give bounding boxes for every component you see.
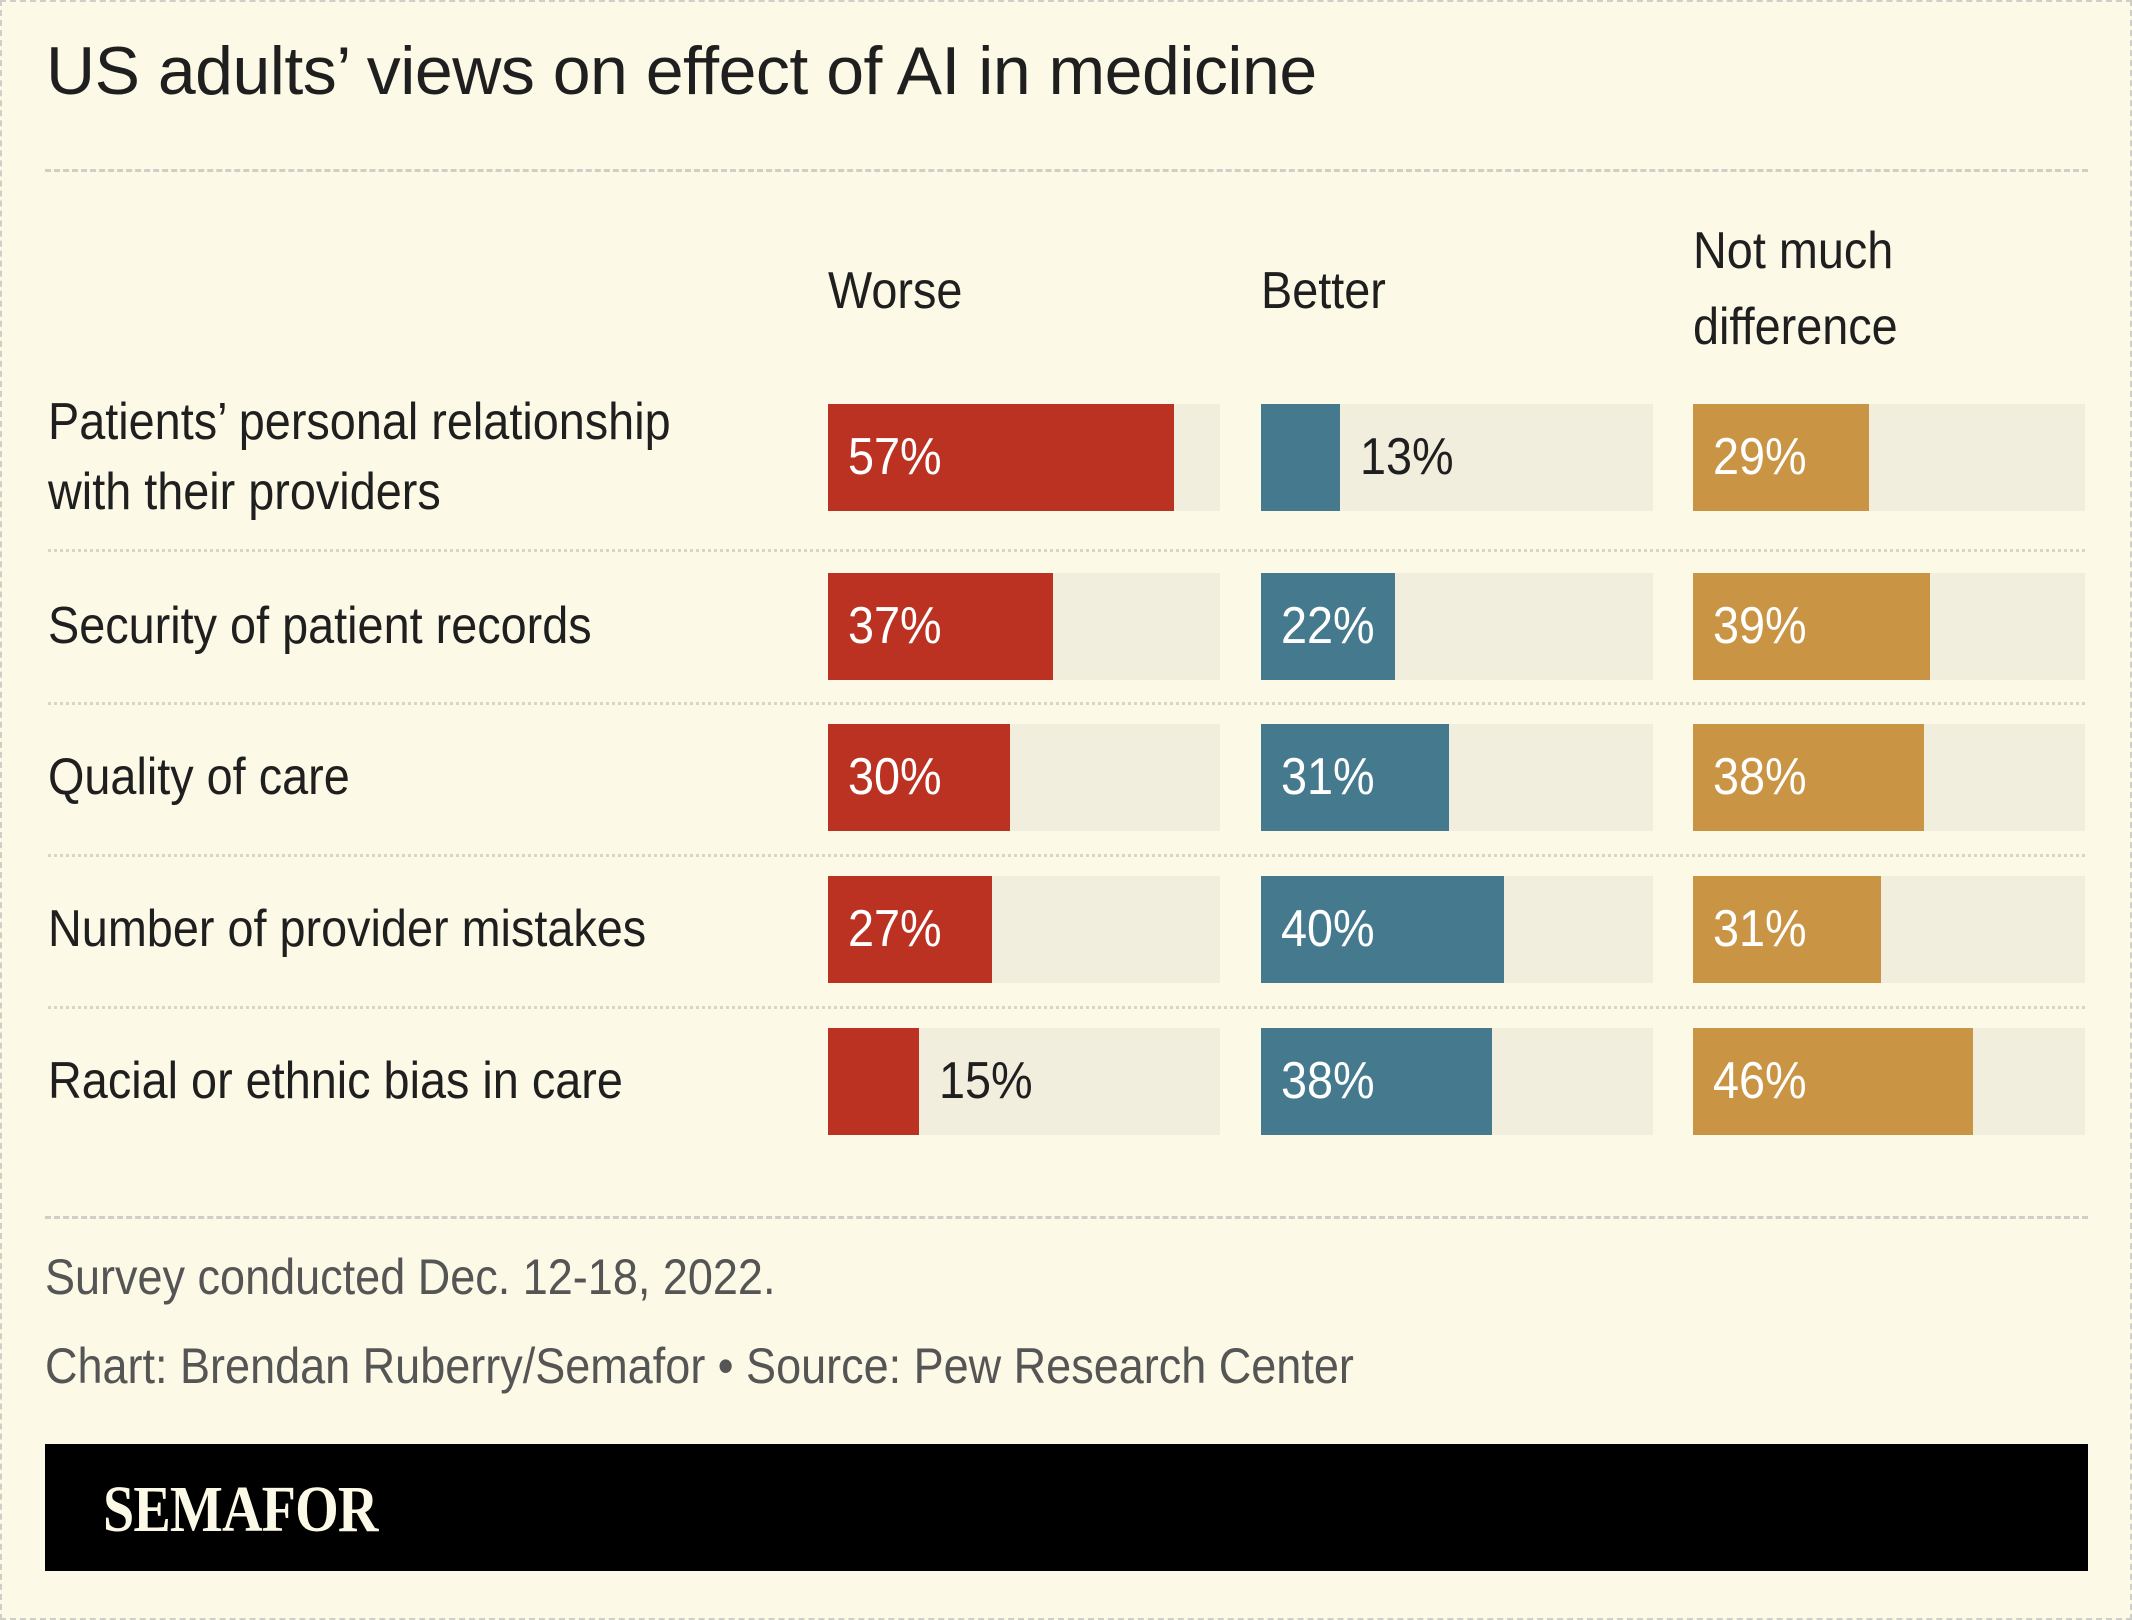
row-separator	[48, 549, 2085, 552]
column-header: difference	[1693, 298, 1898, 356]
column-header: Worse	[828, 262, 963, 320]
bar-not-much-difference	[1693, 404, 1869, 511]
data-label: 39%	[1713, 597, 1807, 655]
bar-track: 31%	[1693, 876, 2085, 983]
data-label: 38%	[1281, 1052, 1375, 1110]
bar-track: 39%	[1693, 573, 2085, 680]
row-label: with their providers	[48, 463, 441, 521]
data-label: 38%	[1713, 748, 1807, 806]
row-separator	[48, 854, 2085, 857]
bar-worse	[828, 876, 992, 983]
data-label: 57%	[848, 428, 942, 486]
bar-better	[1261, 724, 1449, 831]
data-label: 40%	[1281, 900, 1375, 958]
top-divider	[45, 169, 2088, 172]
row-label: Patients’ personal relationship	[48, 393, 671, 451]
data-label: 15%	[939, 1052, 1033, 1110]
bar-better	[1261, 404, 1340, 511]
data-label: 37%	[848, 597, 942, 655]
data-label: 46%	[1713, 1052, 1807, 1110]
bar-not-much-difference	[1693, 724, 1924, 831]
bar-track: 31%	[1261, 724, 1653, 831]
data-label: 13%	[1360, 428, 1454, 486]
data-label: 30%	[848, 748, 942, 806]
bar-track: 27%	[828, 876, 1220, 983]
bar-track: 15%	[828, 1028, 1220, 1135]
data-label: 27%	[848, 900, 942, 958]
column-header: Not much	[1693, 222, 1894, 280]
data-label: 31%	[1281, 748, 1375, 806]
bar-track: 38%	[1261, 1028, 1653, 1135]
bar-not-much-difference	[1693, 573, 1930, 680]
bar-track: 46%	[1693, 1028, 2085, 1135]
bar-worse	[828, 404, 1174, 511]
bar-better	[1261, 876, 1504, 983]
bar-track: 29%	[1693, 404, 2085, 511]
bar-worse	[828, 1028, 919, 1135]
chart-title: US adults’ views on effect of AI in medi…	[46, 33, 1317, 109]
bar-track: 30%	[828, 724, 1220, 831]
bar-track: 38%	[1693, 724, 2085, 831]
row-label: Quality of care	[48, 748, 350, 806]
column-header: Better	[1261, 262, 1386, 320]
bar-track: 13%	[1261, 404, 1653, 511]
semafor-logo: SEMAFOR	[103, 1473, 378, 1546]
data-label: 31%	[1713, 900, 1807, 958]
bar-worse	[828, 573, 1053, 680]
bar-better	[1261, 1028, 1492, 1135]
data-label: 29%	[1713, 428, 1807, 486]
bar-worse	[828, 724, 1010, 831]
bar-track: 37%	[828, 573, 1220, 680]
row-label: Racial or ethnic bias in care	[48, 1052, 623, 1110]
bar-track: 40%	[1261, 876, 1653, 983]
row-label: Security of patient records	[48, 597, 592, 655]
survey-note: Survey conducted Dec. 12-18, 2022.	[45, 1249, 776, 1305]
brand-footer: SEMAFOR	[45, 1444, 2088, 1571]
row-separator	[48, 702, 2085, 705]
row-label: Number of provider mistakes	[48, 900, 647, 958]
bar-not-much-difference	[1693, 1028, 1973, 1135]
bar-track: 57%	[828, 404, 1220, 511]
data-label: 22%	[1281, 597, 1375, 655]
bar-not-much-difference	[1693, 876, 1881, 983]
bar-better	[1261, 573, 1395, 680]
bar-track: 22%	[1261, 573, 1653, 680]
bottom-divider	[45, 1216, 2088, 1219]
row-separator	[48, 1006, 2085, 1009]
source-credit: Chart: Brendan Ruberry/Semafor • Source:…	[45, 1338, 1354, 1394]
